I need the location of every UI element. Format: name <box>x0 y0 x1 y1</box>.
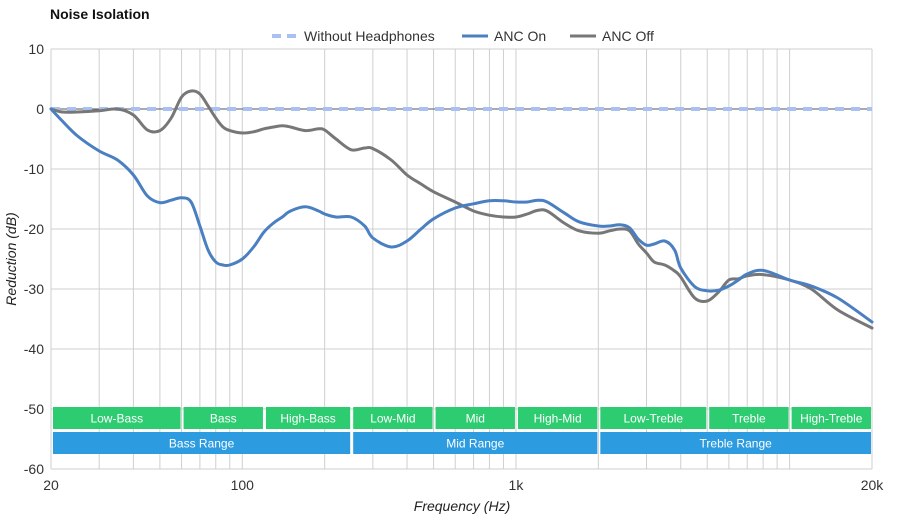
band-bass-range: Bass Range <box>53 432 351 454</box>
band-rect <box>517 407 598 429</box>
band-label: Bass Range <box>169 437 235 451</box>
y-tick-label: -50 <box>24 401 44 417</box>
legend-label: Without Headphones <box>304 28 435 44</box>
band-mid-range: Mid Range <box>353 432 598 454</box>
x-tick-label: 1k <box>509 477 525 493</box>
band-label: Low-Bass <box>90 412 143 426</box>
frequency-bands: Low-Bass Bass High-Bass Low-Mid Mid High-Mid L… <box>53 407 871 454</box>
y-tick-label: -30 <box>24 281 44 297</box>
y-tick-label: -10 <box>24 161 44 177</box>
band-rect <box>353 407 433 429</box>
x-axis-ticks: 20 100 1k 20k <box>43 477 884 493</box>
band-rect <box>53 432 351 454</box>
band-rect <box>53 407 181 429</box>
band-label: High-Treble <box>800 412 863 426</box>
band-label: Treble <box>732 412 766 426</box>
x-axis-title: Frequency (Hz) <box>414 498 510 514</box>
grid <box>50 48 873 470</box>
y-tick-label: -20 <box>24 221 44 237</box>
band-rect <box>600 407 707 429</box>
band-high-bass: High-Bass <box>265 407 351 429</box>
band-high-treble: High-Treble <box>791 407 871 429</box>
band-low-treble: Low-Treble <box>600 407 707 429</box>
band-bass: Bass <box>183 407 263 429</box>
band-mid: Mid <box>435 407 515 429</box>
series-line-anc-off <box>49 89 874 330</box>
legend-label: ANC Off <box>602 28 654 44</box>
band-label: Mid <box>466 412 485 426</box>
band-label: High-Bass <box>280 412 335 426</box>
legend-label: ANC On <box>494 28 546 44</box>
legend: Without Headphones ANC On ANC Off <box>272 28 654 44</box>
x-tick-label: 20k <box>861 477 885 493</box>
y-tick-label: 10 <box>28 41 44 57</box>
y-axis-title: Reduction (dB) <box>3 212 19 305</box>
band-label: Bass <box>210 412 237 426</box>
band-rect <box>265 407 351 429</box>
chart-title: Noise Isolation <box>50 6 150 22</box>
legend-item-anc-off: ANC Off <box>570 28 654 44</box>
band-rect <box>709 407 789 429</box>
band-label: Low-Treble <box>623 412 683 426</box>
y-tick-label: 0 <box>36 101 44 117</box>
y-tick-label: -40 <box>24 341 44 357</box>
band-rect <box>183 407 263 429</box>
series-lines <box>49 89 874 330</box>
band-low-bass: Low-Bass <box>53 407 181 429</box>
band-label: High-Mid <box>534 412 582 426</box>
band-rect <box>791 407 871 429</box>
band-treble: Treble <box>709 407 789 429</box>
legend-item-without-headphones: Without Headphones <box>272 28 435 44</box>
x-tick-label: 20 <box>43 477 59 493</box>
series-line-anc-on <box>49 107 874 324</box>
y-tick-label: -60 <box>24 461 44 477</box>
y-axis-ticks: 10 0 -10 -20 -30 -40 -50 -60 <box>24 41 44 477</box>
band-label: Mid Range <box>446 437 504 451</box>
x-tick-label: 100 <box>231 477 255 493</box>
band-high-mid: High-Mid <box>517 407 598 429</box>
band-rect <box>600 432 871 454</box>
band-low-mid: Low-Mid <box>353 407 433 429</box>
band-rect <box>353 432 598 454</box>
band-label: Low-Mid <box>370 412 415 426</box>
band-rect <box>435 407 515 429</box>
band-label: Treble Range <box>700 437 773 451</box>
legend-item-anc-on: ANC On <box>462 28 546 44</box>
band-treble-range: Treble Range <box>600 432 871 454</box>
